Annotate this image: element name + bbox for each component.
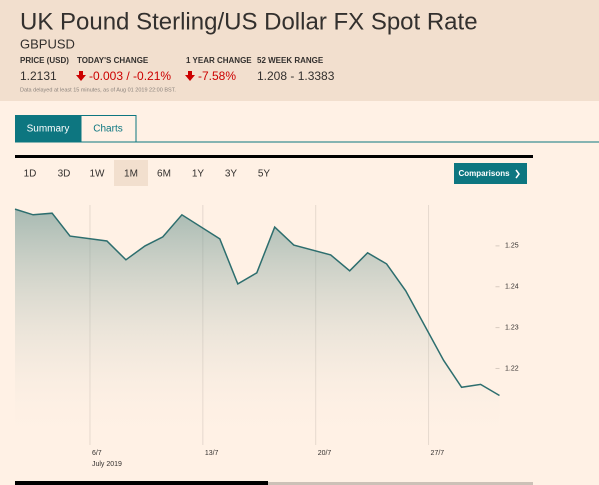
rule: [15, 155, 533, 158]
x-tick-label: 6/7: [92, 450, 102, 457]
tab-label[interactable]: Charts: [93, 124, 122, 135]
stat-label: TODAY'S CHANGE: [77, 56, 149, 65]
range-button[interactable]: 6M: [157, 169, 171, 180]
symbol: GBPUSD: [20, 36, 75, 51]
stat-value: 1.2131: [20, 69, 57, 83]
y-tick-label: 1.23: [505, 324, 519, 331]
range-button[interactable]: 3Y: [225, 169, 238, 180]
comparisons-button[interactable]: [454, 163, 527, 184]
note: Data delayed at least 15 minutes, as of …: [20, 87, 176, 93]
stat-value: -0.003 / -0.21%: [89, 69, 171, 83]
tab-label[interactable]: Summary: [27, 124, 70, 135]
x-tick-label: 13/7: [205, 450, 219, 457]
stat-label: PRICE (USD): [20, 56, 69, 65]
title: UK Pound Sterling/US Dollar FX Spot Rate: [20, 8, 478, 35]
x-sublabel: July 2019: [92, 461, 122, 468]
range-button[interactable]: 5Y: [258, 169, 271, 180]
range-button[interactable]: 1D: [24, 169, 37, 180]
stat-value: 1.208 - 1.3383: [257, 69, 335, 83]
y-tick-label: 1.25: [505, 243, 519, 250]
range-selected[interactable]: [114, 160, 148, 186]
rule: [15, 481, 268, 485]
stat-label: 1 YEAR CHANGE: [186, 56, 252, 65]
x-tick-label: 20/7: [318, 450, 332, 457]
tab-active[interactable]: [15, 115, 81, 142]
range-button[interactable]: 1M: [124, 169, 138, 180]
down-arrow: [76, 71, 86, 81]
range-button[interactable]: 1W: [90, 169, 106, 180]
y-tick-label: 1.22: [505, 365, 519, 372]
y-tick-label: 1.24: [505, 284, 519, 291]
area: [15, 209, 500, 440]
chevron: [515, 169, 520, 179]
header-band: [0, 0, 599, 101]
range-button[interactable]: 3D: [58, 169, 71, 180]
stat-label: 52 WEEK RANGE: [257, 56, 324, 65]
stat-value: -7.58%: [198, 69, 236, 83]
rule: [268, 482, 533, 485]
down-arrow: [185, 71, 195, 81]
x-tick-label: 27/7: [431, 450, 445, 457]
line: [14, 208, 500, 397]
button-label[interactable]: Comparisons: [458, 169, 510, 178]
range-button[interactable]: 1Y: [192, 169, 205, 180]
